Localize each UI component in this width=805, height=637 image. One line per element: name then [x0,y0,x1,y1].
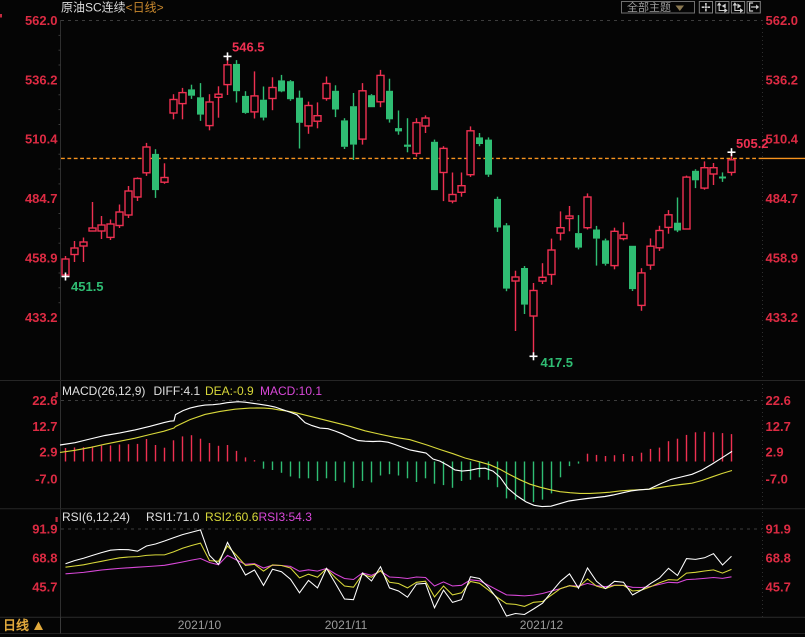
svg-text:458.9: 458.9 [766,251,799,266]
svg-text:45.7: 45.7 [766,579,791,594]
svg-text:68.8: 68.8 [32,550,57,565]
svg-text:68.8: 68.8 [766,550,791,565]
svg-text:510.4: 510.4 [25,132,58,147]
svg-text:全部主题: 全部主题 [627,0,671,14]
svg-text:451.5: 451.5 [71,279,104,294]
svg-text:91.9: 91.9 [32,521,57,536]
svg-text:-7.0: -7.0 [35,471,57,486]
svg-text:458.9: 458.9 [25,251,58,266]
svg-text:484.7: 484.7 [766,191,799,206]
svg-text:536.2: 536.2 [25,72,58,87]
svg-text:22.6: 22.6 [766,393,791,408]
svg-text:日线: 日线 [3,618,29,633]
svg-text:原油SC连续<日线>: 原油SC连续<日线> [61,0,164,15]
svg-text:510.4: 510.4 [766,132,799,147]
svg-text:536.2: 536.2 [766,72,799,87]
svg-text:22.6: 22.6 [32,393,57,408]
svg-text:2.9: 2.9 [766,444,784,459]
svg-text:2021/11: 2021/11 [325,618,368,632]
svg-text:2021/10: 2021/10 [178,618,222,632]
svg-text:2021/12: 2021/12 [520,618,564,632]
svg-text:505.2: 505.2 [736,136,769,151]
svg-text:91.9: 91.9 [766,521,791,536]
svg-text:562.0: 562.0 [766,13,799,28]
svg-text:484.7: 484.7 [25,191,58,206]
svg-text:562.0: 562.0 [25,13,58,28]
svg-text:2.9: 2.9 [39,444,57,459]
svg-text:-7.0: -7.0 [766,471,788,486]
svg-text:433.2: 433.2 [766,310,799,325]
svg-text:433.2: 433.2 [25,310,58,325]
svg-text:417.5: 417.5 [541,355,574,370]
svg-text:12.7: 12.7 [32,419,57,434]
svg-text:45.7: 45.7 [32,579,57,594]
svg-text:546.5: 546.5 [232,39,265,54]
svg-text:12.7: 12.7 [766,419,791,434]
